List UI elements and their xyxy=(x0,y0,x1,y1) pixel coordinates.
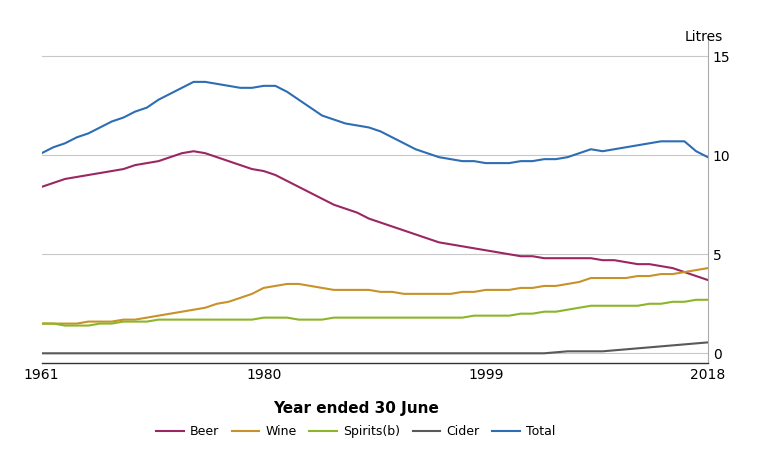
Wine xyxy=(201,305,210,311)
Spirits(b) xyxy=(692,297,701,302)
Beer xyxy=(680,269,689,275)
Total xyxy=(703,154,712,160)
Spirits(b) xyxy=(201,317,210,322)
Beer xyxy=(540,256,549,261)
Wine xyxy=(189,307,198,312)
Cider xyxy=(680,342,689,347)
Legend: Beer, Wine, Spirits(b), Cider, Total: Beer, Wine, Spirits(b), Cider, Total xyxy=(151,420,560,443)
Line: Total: Total xyxy=(42,82,708,163)
Total xyxy=(213,81,222,87)
Spirits(b) xyxy=(540,309,549,315)
Wine xyxy=(528,285,537,291)
Total xyxy=(189,79,198,84)
Wine xyxy=(680,269,689,275)
Total xyxy=(551,157,560,162)
Spirits(b) xyxy=(668,299,678,305)
Spirits(b) xyxy=(213,317,222,322)
Cider xyxy=(598,349,607,354)
Wine xyxy=(481,287,491,293)
Cider xyxy=(201,350,210,356)
Cider xyxy=(528,350,537,356)
Total xyxy=(481,160,491,166)
Total xyxy=(201,79,210,84)
Cider xyxy=(189,350,198,356)
Wine xyxy=(37,321,46,326)
Text: Year ended 30 June: Year ended 30 June xyxy=(273,401,439,416)
Cider xyxy=(37,350,46,356)
Wine xyxy=(598,275,607,281)
Beer xyxy=(213,154,222,160)
Line: Beer: Beer xyxy=(42,151,708,280)
Spirits(b) xyxy=(37,321,46,326)
Beer xyxy=(493,250,502,255)
Text: Litres: Litres xyxy=(684,30,723,44)
Beer xyxy=(609,257,618,263)
Beer xyxy=(189,148,198,154)
Spirits(b) xyxy=(61,323,70,328)
Spirits(b) xyxy=(609,303,618,308)
Total xyxy=(505,160,514,166)
Beer xyxy=(703,277,712,283)
Spirits(b) xyxy=(703,297,712,302)
Spirits(b) xyxy=(493,313,502,318)
Wine xyxy=(703,266,712,271)
Cider xyxy=(703,340,712,345)
Line: Wine: Wine xyxy=(42,268,708,324)
Total xyxy=(621,144,631,150)
Total xyxy=(680,138,689,144)
Total xyxy=(37,150,46,156)
Cider xyxy=(481,350,491,356)
Line: Cider: Cider xyxy=(42,342,708,353)
Beer xyxy=(201,150,210,156)
Beer xyxy=(37,184,46,190)
Line: Spirits(b): Spirits(b) xyxy=(42,300,708,326)
